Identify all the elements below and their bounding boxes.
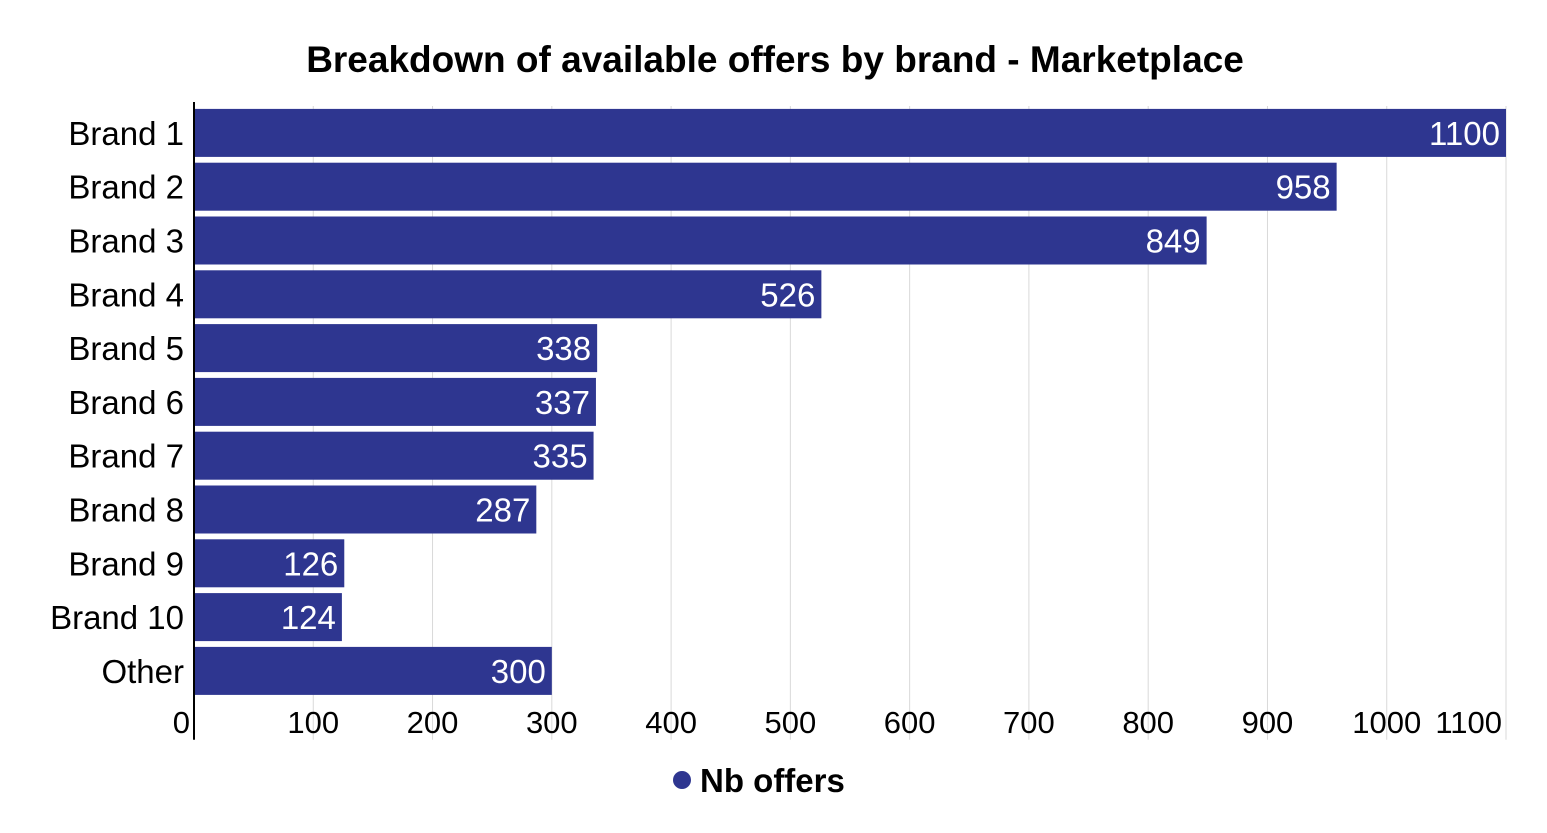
value-label-brand-9: 126 xyxy=(283,545,338,582)
category-labels: Brand 1 Brand 2 Brand 3 Brand 4 Brand 5 Brand… xyxy=(50,115,184,690)
category-label-brand-2: Brand 2 xyxy=(68,169,184,206)
gridlines xyxy=(312,106,1507,740)
value-label-other: 300 xyxy=(491,653,546,690)
value-label-brand-6: 337 xyxy=(535,384,590,421)
x-tick-label-1000: 1000 xyxy=(1352,705,1421,740)
bar-other xyxy=(194,646,552,695)
bar-brand-7 xyxy=(194,431,594,480)
category-label-brand-3: Brand 3 xyxy=(68,223,184,260)
x-tick-label-200: 200 xyxy=(407,705,459,740)
category-label-brand-7: Brand 7 xyxy=(68,438,184,475)
chart-title: Breakdown of available offers by brand -… xyxy=(306,39,1244,80)
bar-brand-6 xyxy=(194,377,596,426)
bar-brand-9 xyxy=(194,539,345,588)
legend-label-nb-offers: Nb offers xyxy=(700,762,845,799)
bars xyxy=(194,108,1506,695)
bar-brand-4 xyxy=(194,270,822,319)
bar-brand-5 xyxy=(194,324,598,373)
bar-brand-3 xyxy=(194,216,1207,265)
x-tick-label-0: 0 xyxy=(173,705,190,740)
x-tick-label-300: 300 xyxy=(526,705,578,740)
x-tick-label-800: 800 xyxy=(1122,705,1174,740)
value-label-brand-2: 958 xyxy=(1276,169,1331,206)
value-label-brand-5: 338 xyxy=(536,330,591,367)
x-tick-label-900: 900 xyxy=(1242,705,1294,740)
value-label-brand-1: 1100 xyxy=(1429,115,1500,152)
bar-brand-10 xyxy=(194,593,342,642)
x-tick-label-700: 700 xyxy=(1003,705,1055,740)
category-label-brand-9: Brand 9 xyxy=(68,545,184,582)
x-tick-label-100: 100 xyxy=(287,705,339,740)
value-label-brand-4: 526 xyxy=(760,276,815,313)
x-tick-label-500: 500 xyxy=(764,705,816,740)
value-label-brand-8: 287 xyxy=(475,492,530,529)
bar-brand-8 xyxy=(194,485,537,534)
x-tick-label-600: 600 xyxy=(884,705,936,740)
bar-brand-1 xyxy=(194,108,1506,157)
legend-marker-nb-offers xyxy=(673,771,691,789)
value-label-brand-10: 124 xyxy=(281,599,336,636)
category-label-other: Other xyxy=(101,653,184,690)
bar-brand-2 xyxy=(194,162,1337,211)
category-label-brand-6: Brand 6 xyxy=(68,384,184,421)
value-label-brand-7: 335 xyxy=(533,438,588,475)
category-label-brand-1: Brand 1 xyxy=(68,115,184,152)
x-axis-ticks: 0 100 200 300 400 500 600 700 800 900 1000 1100 xyxy=(173,705,1502,740)
x-tick-label-1100: 1100 xyxy=(1435,705,1502,740)
category-label-brand-5: Brand 5 xyxy=(68,330,184,367)
x-tick-label-400: 400 xyxy=(645,705,697,740)
category-label-brand-10: Brand 10 xyxy=(50,599,184,636)
legend: Nb offers xyxy=(673,762,845,799)
category-label-brand-4: Brand 4 xyxy=(68,276,184,313)
value-label-brand-3: 849 xyxy=(1146,223,1201,260)
category-label-brand-8: Brand 8 xyxy=(68,492,184,529)
